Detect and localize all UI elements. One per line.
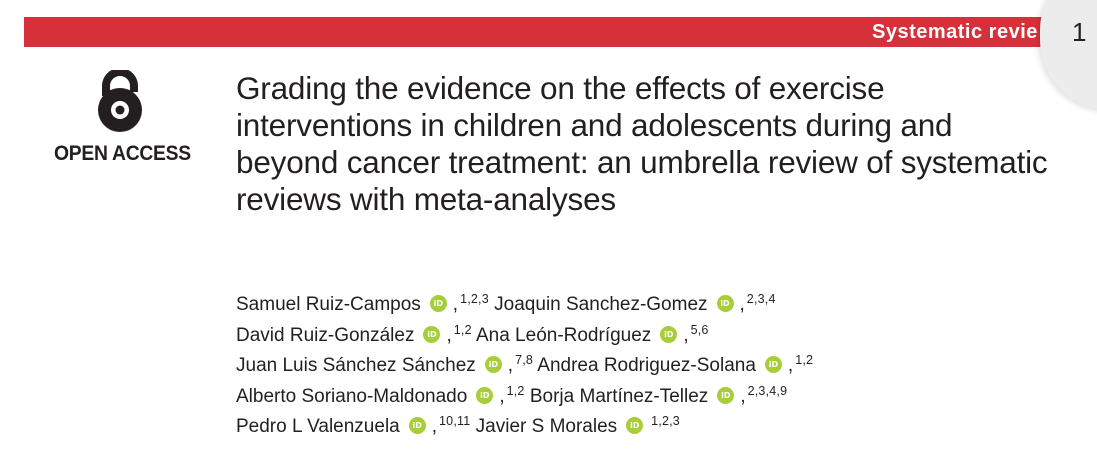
author-name: Pedro L Valenzuela: [236, 416, 400, 437]
author-affiliations: 10,11: [439, 414, 471, 428]
author-line: Pedro L Valenzuela,10,11 Javier S Morale…: [236, 406, 1016, 437]
author-list: Samuel Ruiz-Campos,1,2,3 Joaquin Sanchez…: [236, 284, 1016, 437]
author-affiliations: 1,2: [453, 322, 472, 337]
orcid-icon[interactable]: [408, 417, 426, 434]
author-name: Javier S Morales: [475, 416, 618, 437]
author-line: Juan Luis Sánchez Sánchez,7,8 Andrea Rod…: [236, 345, 1016, 376]
author-affiliations: 2,3,4,9: [747, 383, 788, 398]
author-affiliations: 2,3,4: [746, 292, 776, 306]
orcid-icon[interactable]: [484, 356, 502, 373]
author-affiliations: 1,2,3: [460, 292, 489, 306]
author-affiliations: 1,2: [506, 383, 525, 398]
page-number: 1: [1072, 17, 1087, 47]
author-name: Ana León-Rodríguez: [475, 324, 652, 346]
orcid-icon[interactable]: [423, 325, 441, 343]
section-label: Systematic revie: [872, 21, 1038, 43]
author-line: David Ruiz-González,1,2 Ana León-Rodrígu…: [236, 315, 1016, 346]
orcid-icon[interactable]: [429, 295, 447, 312]
orcid-icon[interactable]: [476, 386, 494, 404]
author-name: David Ruiz-González: [236, 324, 415, 346]
author-line: Samuel Ruiz-Campos,1,2,3 Joaquin Sanchez…: [236, 284, 1016, 315]
author-name: Samuel Ruiz-Campos: [236, 294, 421, 315]
author-name: Alberto Soriano-Maldonado: [236, 385, 468, 407]
author-name: Borja Martínez-Tellez: [529, 385, 709, 407]
open-access-label: OPEN ACCESS: [54, 142, 191, 165]
author-affiliations: 5,6: [690, 322, 709, 337]
author-name: Joaquin Sanchez-Gomez: [494, 294, 708, 315]
open-access-lock-icon: [98, 70, 142, 132]
author-affiliations: 7,8: [515, 353, 534, 367]
article-title: Grading the evidence on the effects of e…: [236, 70, 1048, 217]
orcid-icon[interactable]: [660, 325, 678, 343]
orcid-icon[interactable]: [717, 386, 735, 404]
author-affiliations: 1,2,3: [651, 414, 680, 428]
author-line: Alberto Soriano-Maldonado,1,2 Borja Mart…: [236, 376, 1016, 407]
author-affiliations: 1,2: [795, 353, 814, 367]
section-header-bar: [24, 17, 1044, 47]
orcid-icon[interactable]: [716, 295, 734, 312]
orcid-icon[interactable]: [764, 356, 782, 373]
orcid-icon[interactable]: [626, 417, 644, 434]
author-name: Andrea Rodriguez-Solana: [537, 355, 756, 376]
author-name: Juan Luis Sánchez Sánchez: [236, 355, 476, 376]
